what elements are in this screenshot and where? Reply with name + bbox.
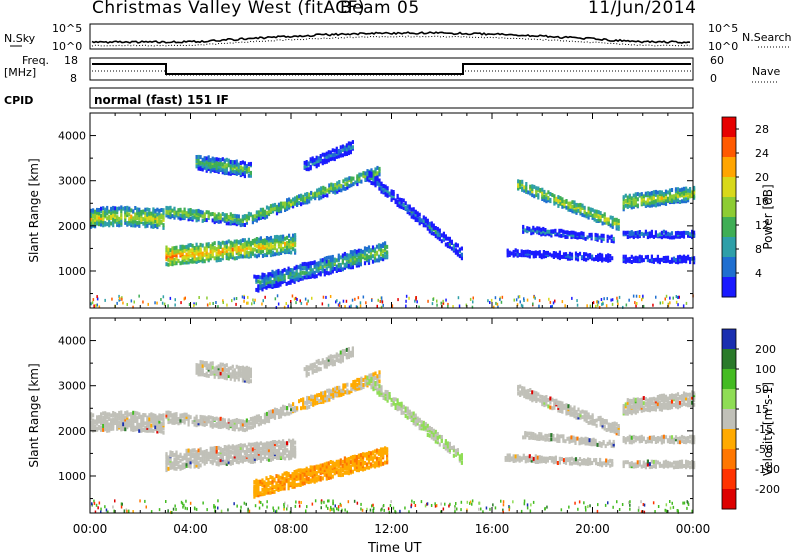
cpid-panel: CPID normal (fast) 151 IF (4, 87, 694, 109)
colorbar-swatch (722, 469, 736, 490)
nsearch-trace (91, 35, 691, 47)
colorbar-tick-label: 16 (755, 195, 769, 208)
colorbar-swatch (722, 137, 736, 158)
y-tick-label: 3000 (58, 175, 86, 188)
cpid-value: normal (fast) 151 IF (94, 93, 229, 107)
nave-tick-top: 60 (710, 54, 724, 67)
noise-panel: N.Sky N.Search 10^5 10^0 10^5 10^0 (4, 22, 792, 53)
x-tick-label: 00:00 (73, 522, 108, 536)
power-heatmap (90, 140, 696, 309)
colorbar-swatch (722, 349, 736, 370)
y-axis-label: Slant Range [km] (27, 363, 41, 467)
beam-label: Beam 05 (340, 0, 420, 18)
noise-tick-left-top: 10^5 (52, 22, 82, 35)
colorbar-swatch (722, 329, 736, 350)
colorbar-tick-label: 4 (755, 267, 762, 280)
velocity-panel: 1000 2000 3000 4000 Slant Range [km] 200 100 50… (27, 317, 780, 514)
x-axis-label: Time UT (367, 541, 421, 554)
nave-tick-bottom: 0 (710, 72, 717, 85)
freq-panel: Freq. [MHz] Nave 18 8 60 0 (4, 54, 780, 85)
colorbar-swatch (722, 277, 736, 298)
colorbar-label: Power [dB] (761, 184, 775, 249)
noise-tick-right-bottom: 10^0 (708, 40, 738, 53)
x-tick-label: 16:00 (475, 522, 510, 536)
colorbar-swatch (722, 177, 736, 198)
y-tick-label: 1000 (58, 470, 86, 483)
colorbar-swatch (722, 429, 736, 450)
velocity-colorbar: 200 100 50 15 -15 -50 -100 -200 Velocity [m s-1] (721, 328, 780, 510)
nsky-trace (91, 31, 691, 44)
noise-tick-right-top: 10^5 (708, 22, 738, 35)
nsky-label: N.Sky (4, 32, 36, 45)
y-axis-label: Slant Range [km] (27, 158, 41, 262)
colorbar-swatch (722, 489, 736, 510)
time-axis: 00:00 04:00 08:00 12:00 16:00 20:00 00:00 (73, 113, 711, 536)
cpid-label: CPID (4, 94, 33, 107)
colorbar-tick-label: -50 (755, 443, 773, 456)
colorbar-tick-label: -15 (755, 423, 773, 436)
colorbar-swatch (722, 257, 736, 278)
colorbar-tick-label: 12 (755, 219, 769, 232)
colorbar-tick-label: 100 (755, 363, 776, 376)
freq-label: Freq. (22, 54, 49, 67)
colorbar-tick-label: 200 (755, 343, 776, 356)
date-label: 11/Jun/2014 (588, 0, 697, 18)
colorbar-tick-label: 8 (755, 243, 762, 256)
colorbar-swatch (722, 157, 736, 178)
freq-tick-top: 18 (64, 54, 78, 67)
colorbar-swatch (722, 369, 736, 390)
nsearch-label: N.Search (742, 31, 792, 44)
noise-tick-left-bottom: 10^0 (52, 40, 82, 53)
y-tick-label: 4000 (58, 335, 86, 348)
colorbar-swatch (722, 449, 736, 470)
colorbar-tick-label: 50 (755, 383, 769, 396)
colorbar-swatch (722, 217, 736, 238)
colorbar-swatch (722, 237, 736, 258)
colorbar-swatch (722, 197, 736, 218)
freq-trace (92, 63, 691, 75)
y-tick-label: 4000 (58, 130, 86, 143)
freq-unit-label: [MHz] (4, 66, 36, 79)
freq-tick-bottom: 8 (70, 72, 77, 85)
y-tick-label: 2000 (58, 220, 86, 233)
colorbar-tick-label: 20 (755, 171, 769, 184)
y-tick-label: 2000 (58, 425, 86, 438)
colorbar-swatch (722, 389, 736, 410)
x-tick-label: 04:00 (173, 522, 208, 536)
colorbar-tick-label: 24 (755, 147, 769, 160)
station-title: Christmas Valley West (fitACF) (92, 0, 366, 18)
x-tick-label: 00:00 (676, 522, 711, 536)
x-tick-label: 08:00 (274, 522, 309, 536)
x-tick-label: 12:00 (374, 522, 409, 536)
power-colorbar: 4 8 12 16 20 24 28 Power [dB] (721, 116, 775, 298)
colorbar-tick-label: 28 (755, 123, 769, 136)
colorbar-swatch (722, 117, 736, 138)
colorbar-label: Velocity [m s-1] (761, 382, 775, 476)
colorbar-tick-label: -200 (755, 483, 780, 496)
colorbar-tick-label: 15 (755, 403, 769, 416)
power-panel: 1000 2000 3000 4000 Slant Range [km] 4 8 12 16 20… (27, 112, 775, 309)
nave-trace (92, 70, 691, 76)
x-tick-label: 20:00 (575, 522, 610, 536)
y-tick-label: 1000 (58, 265, 86, 278)
nave-label: Nave (752, 65, 780, 78)
y-tick-label: 3000 (58, 380, 86, 393)
colorbar-tick-label: -100 (755, 463, 780, 476)
colorbar-swatch (722, 409, 736, 430)
velocity-heatmap (90, 346, 696, 514)
